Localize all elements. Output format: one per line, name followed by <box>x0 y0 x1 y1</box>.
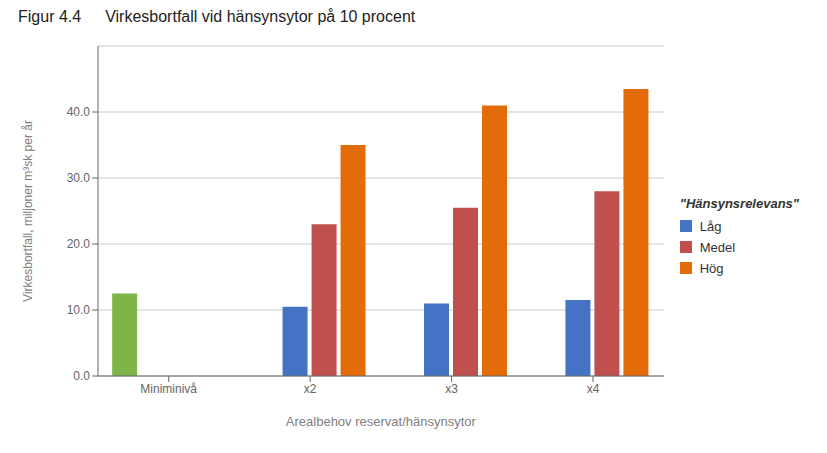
svg-text:30.0: 30.0 <box>67 171 91 185</box>
svg-text:Virkesbortfall, miljoner m³sk: Virkesbortfall, miljoner m³sk per år <box>21 120 35 302</box>
svg-text:0.0: 0.0 <box>73 369 90 383</box>
html-text:"Hänsynsrelevans": "Hänsynsrelevans" <box>679 195 799 211</box>
svg-text:20.0: 20.0 <box>67 237 91 251</box>
svg-text:x2: x2 <box>304 382 317 396</box>
svg-text:x4: x4 <box>587 382 600 396</box>
svg-text:10.0: 10.0 <box>67 303 91 317</box>
svg-text:40.0: 40.0 <box>67 105 91 119</box>
svg-text:x3: x3 <box>445 382 458 396</box>
html-text:Virkesbortfall vid hänsynsytor: Virkesbortfall vid hänsynsytor på 10 pro… <box>105 8 416 25</box>
html-text:Hög: Hög <box>699 260 724 276</box>
html-text:Låg: Låg <box>699 218 722 234</box>
svg-text:Arealbehov reservat/hänsynsyto: Arealbehov reservat/hänsynsytor <box>286 414 477 429</box>
html-text:Medel: Medel <box>699 239 736 255</box>
svg-text:Miniminivå: Miniminivå <box>140 382 197 396</box>
html-text:Figur 4.4: Figur 4.4 <box>18 8 82 25</box>
